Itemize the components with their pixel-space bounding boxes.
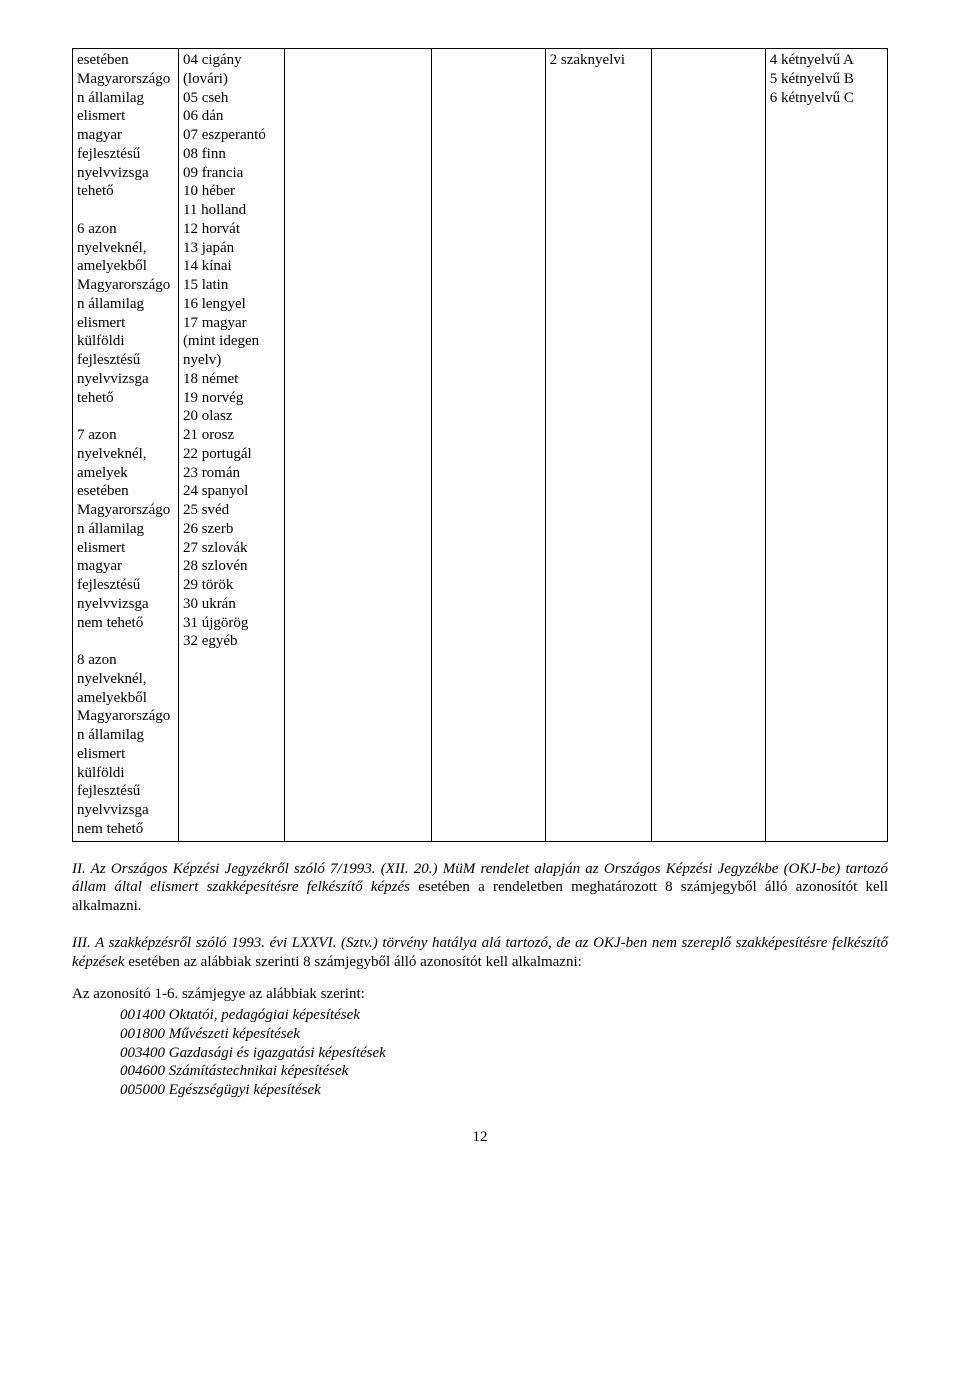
cell-col4: [431, 49, 545, 842]
col5-text: 2 szaknyelvi: [550, 52, 625, 68]
qualification-list: 001400 Oktatói, pedagógiai képesítések00…: [120, 1006, 888, 1100]
col7-text: 4 kétnyelvű A5 kétnyelvű B6 kétnyelvű C: [770, 52, 854, 106]
cell-col1: esetében Magyarországon államilag elisme…: [73, 49, 179, 842]
para3-plain: esetében az alábbiak szerinti 8 számjegy…: [128, 954, 582, 970]
qualification-item: 001400 Oktatói, pedagógiai képesítések: [120, 1006, 888, 1025]
qualification-item: 004600 Számítástechnikai képesítések: [120, 1062, 888, 1081]
cell-col5: 2 szaknyelvi: [545, 49, 651, 842]
qualification-item: 001800 Művészeti képesítések: [120, 1025, 888, 1044]
page-number: 12: [72, 1128, 888, 1147]
language-table: esetében Magyarországon államilag elisme…: [72, 48, 888, 842]
qualification-item: 003400 Gazdasági és igazgatási képesítés…: [120, 1044, 888, 1063]
cell-col2: 04 cigány (lovári)05 cseh06 dán07 eszper…: [178, 49, 284, 842]
col1-text: esetében Magyarországon államilag elisme…: [77, 52, 170, 837]
cell-col3: [284, 49, 431, 842]
cell-col7: 4 kétnyelvű A5 kétnyelvű B6 kétnyelvű C: [765, 49, 887, 842]
cell-col6: [651, 49, 765, 842]
paragraph-ii: II. Az Országos Képzési Jegyzékről szóló…: [72, 860, 888, 916]
paragraph-iii: III. A szakképzésről szóló 1993. évi LXX…: [72, 934, 888, 972]
qualification-item: 005000 Egészségügyi képesítések: [120, 1081, 888, 1100]
list-heading: Az azonosító 1-6. számjegye az alábbiak …: [72, 985, 888, 1004]
